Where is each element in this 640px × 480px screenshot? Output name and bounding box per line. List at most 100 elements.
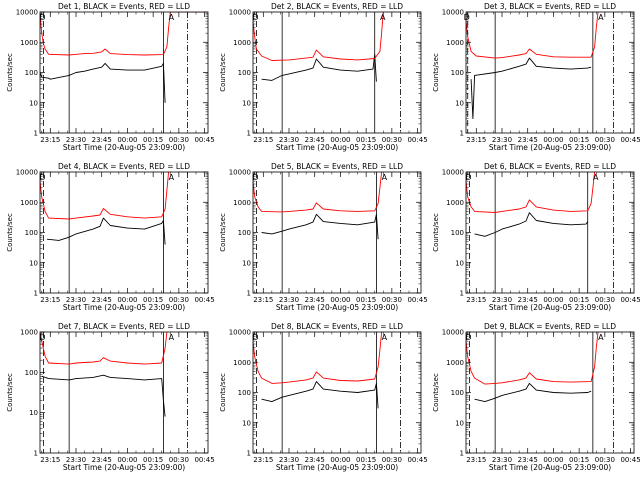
events-series-line [46,217,166,245]
y-tick-label: 10 [242,419,251,427]
x-tick-label: 00:30 [595,136,615,144]
marker-label-a: A [380,13,386,22]
x-tick-label: 00:45 [194,136,214,144]
y-axis-label: Counts/sec [219,53,227,92]
y-tick-label: 1000 [20,329,38,337]
x-tick-label: 00:45 [194,456,214,464]
chart-title: Det 2, BLACK = Events, RED = LLD [271,2,403,11]
x-tick-label: 00:15 [569,136,589,144]
y-tick-label: 10000 [442,9,464,17]
y-tick-label: 1 [34,290,38,298]
chart-panel-4: Det 4, BLACK = Events, RED = LLD 1 10 100 10… [6,162,215,312]
x-axis-label: Start Time (20-Aug-05 23:09:00) [63,303,185,312]
x-tick-label: 00:15 [143,456,163,464]
plot-area [40,332,188,453]
marker-label-d: D [252,333,258,342]
plot-frame [252,331,422,454]
x-tick-label: 00:00 [543,296,563,304]
x-axis-label: Start Time (20-Aug-05 23:09:00) [276,303,398,312]
marker-label-a: A [382,173,388,182]
lld-series-line [466,12,599,59]
chart-title: Det 8, BLACK = Events, RED = LLD [271,322,403,331]
y-tick-label: 100 [25,369,38,377]
x-tick-label: 23:45 [518,136,538,144]
x-tick-label: 00:00 [330,456,350,464]
events-series-line [261,53,377,82]
chart-panel-3: Det 3, BLACK = Events, RED = LLD 1 10 100 10… [432,2,640,152]
x-tick-label: 00:00 [117,136,137,144]
y-tick-label: 1 [34,130,38,138]
lld-series-line [40,172,170,220]
lld-series-line [253,12,384,61]
plot-area [253,332,401,453]
x-tick-label: 00:15 [356,136,376,144]
x-tick-label: 23:45 [92,456,112,464]
y-tick-label: 10 [455,99,464,107]
chart-title: Det 9, BLACK = Events, RED = LLD [484,322,616,331]
x-tick-label: 23:30 [66,136,86,144]
y-axis-label: Counts/sec [6,213,14,252]
plot-frame [465,11,635,134]
y-tick-label: 10000 [16,9,38,17]
x-tick-label: 00:45 [407,136,427,144]
y-tick-label: 10 [29,99,38,107]
x-tick-label: 23:45 [305,136,325,144]
plot-area [253,12,401,133]
chart-panel-6: Det 6, BLACK = Events, RED = LLD 1 10 100 10… [432,162,640,312]
y-tick-label: 10 [29,259,38,267]
chart-title: Det 5, BLACK = Events, RED = LLD [271,162,403,171]
y-tick-label: 1000 [233,199,251,207]
x-tick-label: 23:30 [66,296,86,304]
marker-label-a: A [598,13,604,22]
x-axis-label: Start Time (20-Aug-05 23:09:00) [63,463,185,472]
plot-area [40,172,188,293]
x-tick-label: 00:00 [117,456,137,464]
x-tick-label: 00:15 [143,136,163,144]
y-tick-label: 1000 [20,39,38,47]
plot-frame [39,331,209,454]
x-tick-label: 00:15 [569,456,589,464]
events-series-line [470,57,592,120]
x-tick-label: 00:45 [194,296,214,304]
chart-title: Det 4, BLACK = Events, RED = LLD [58,162,190,171]
x-tick-label: 00:30 [169,456,189,464]
x-tick-label: 00:45 [407,456,427,464]
chart-title: Det 6, BLACK = Events, RED = LLD [484,162,616,171]
y-tick-label: 10 [29,409,38,417]
x-tick-label: 23:15 [466,136,486,144]
y-tick-label: 1 [460,450,464,458]
y-tick-label: 10000 [229,329,251,337]
y-tick-label: 1000 [20,199,38,207]
lld-series-line [40,332,168,365]
y-tick-label: 100 [238,389,251,397]
lld-series-line [466,332,599,385]
plot-frame [465,331,635,454]
x-tick-label: 23:15 [40,296,60,304]
chart-title: Det 7, BLACK = Events, RED = LLD [58,322,190,331]
plot-area [253,172,401,293]
x-tick-label: 00:45 [407,296,427,304]
chart-panel-9: Det 9, BLACK = Events, RED = LLD 1 10 100 10… [432,322,640,472]
plot-frame [465,171,635,294]
y-axis-label: Counts/sec [432,213,440,252]
lld-series-line [253,172,383,213]
marker-label-d: D [252,173,258,182]
x-tick-label: 00:30 [382,296,402,304]
lld-series-line [40,12,205,56]
x-axis-label: Start Time (20-Aug-05 23:09:00) [489,463,611,472]
x-tick-label: 00:45 [620,296,640,304]
x-tick-label: 23:15 [466,296,486,304]
y-axis-label: Counts/sec [6,53,14,92]
x-tick-label: 23:30 [66,456,86,464]
lld-series-line [253,332,383,384]
x-tick-label: 23:30 [279,136,299,144]
x-tick-label: 00:30 [382,456,402,464]
chart-panel-8: Det 8, BLACK = Events, RED = LLD 1 10 100 10… [219,322,428,472]
x-tick-label: 00:45 [620,456,640,464]
y-tick-label: 100 [451,389,464,397]
events-series-line [474,212,589,237]
x-axis-label: Start Time (20-Aug-05 23:09:00) [276,143,398,152]
y-tick-label: 1000 [233,39,251,47]
lld-series-line [466,172,596,213]
